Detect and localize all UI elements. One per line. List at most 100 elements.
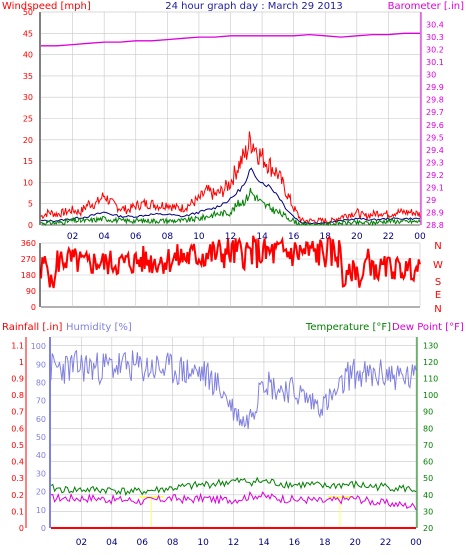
- rain-y-tick-labels: 0 0.1 0.2 0.3 0.4 0.5 0.6 0.7 0.8 0.9 1 1.1: [11, 341, 24, 533]
- baro-y-tick-labels: 28.8 28.9 29 29.1 29.2 29.3 29.4 29.5 29.6 29.7 29…: [426, 21, 444, 230]
- temp-y-tick-label: 100: [423, 391, 438, 400]
- baro-y-tick-label: 28.8: [426, 221, 444, 230]
- wind-series-barometer-line: [41, 32, 420, 47]
- wind-x-tick-label: 00: [414, 232, 426, 242]
- humidity-y-tick-label: 60: [36, 415, 46, 424]
- humidity-y-tick-labels: 0 10 20 30 40 50 60 70 80 90 100: [31, 342, 46, 533]
- bottom-x-tick-label: 00: [410, 538, 422, 548]
- bottom-x-tick-label: 08: [167, 538, 179, 548]
- baro-y-tick-label: 29.6: [426, 121, 444, 130]
- bottom-x-tick-label: 10: [197, 538, 209, 548]
- baro-y-tick-label: 28.9: [426, 208, 444, 217]
- wind-y-tick-label: 0: [28, 221, 33, 230]
- bottom-series: [50, 349, 417, 529]
- humidity-y-tick-label: 50: [36, 433, 46, 442]
- baro-y-tick-label: 29.2: [426, 171, 444, 180]
- dir-y-tick-label: 0: [31, 303, 36, 312]
- bottom-x-tick-label: 04: [106, 538, 118, 548]
- bottom-x-tick-labels: 02 04 06 08 10 12 14 16 18 20 22 00: [76, 538, 422, 548]
- wind-x-tick-label: 06: [130, 232, 142, 242]
- rain-y-tick-label: 0.4: [11, 458, 24, 467]
- wind-y-tick-label: 20: [23, 136, 33, 145]
- dir-y-tick-label: 180: [21, 271, 36, 280]
- humidity-y-tick-label: 30: [36, 469, 46, 478]
- bottom-series-humidity-line: [50, 349, 417, 429]
- bottom-x-tick-label: 06: [137, 538, 149, 548]
- baro-y-tick-label: 29: [426, 196, 436, 205]
- dir-compass-label: W: [433, 260, 443, 271]
- wind-x-tick-label: 10: [193, 232, 205, 242]
- wind-x-tick-label: 02: [67, 232, 78, 242]
- wind-x-tick-label: 20: [351, 232, 363, 242]
- baro-y-tick-label: 29.1: [426, 183, 444, 192]
- temp-y-tick-label: 20: [423, 524, 433, 533]
- wind-y-tick-labels: 0 5 10 15 20 25 30 35 40 45 50: [23, 8, 33, 230]
- wind-x-tick-label: 12: [225, 232, 236, 242]
- baro-y-tick-label: 29.4: [426, 146, 444, 155]
- rain-y-tick-label: 0.2: [11, 491, 24, 500]
- temp-y-tick-label: 80: [423, 424, 433, 433]
- temp-y-tick-label: 130: [423, 341, 438, 350]
- baro-y-tick-label: 30.3: [426, 33, 444, 42]
- rain-y-tick-label: 0: [19, 524, 24, 533]
- dir-series-line: [40, 235, 421, 289]
- temp-y-tick-label: 60: [423, 458, 433, 467]
- wind-y-tick-label: 5: [28, 200, 33, 209]
- baro-y-tick-label: 29.9: [426, 83, 444, 92]
- dir-y-tick-label: 360: [21, 239, 36, 248]
- bottom-x-tick-label: 02: [76, 538, 87, 548]
- wind-series: [40, 32, 421, 227]
- wind-x-tick-label: 22: [383, 232, 394, 242]
- rainfall-axis-label: Rainfall [.in]: [2, 322, 63, 333]
- dir-compass-label: E: [435, 290, 441, 301]
- bottom-x-tick-label: 12: [228, 538, 239, 548]
- baro-y-tick-label: 30.1: [426, 58, 444, 67]
- wind-y-tick-label: 35: [23, 72, 33, 81]
- dir-series: [40, 235, 421, 289]
- wind-y-tick-label: 30: [23, 93, 33, 102]
- humidity-y-tick-label: 90: [36, 360, 46, 369]
- rain-y-tick-label: 0.6: [11, 424, 24, 433]
- temp-y-tick-label: 50: [423, 474, 433, 483]
- temp-y-tick-label: 40: [423, 491, 433, 500]
- temp-y-tick-label: 120: [423, 358, 438, 367]
- wind-x-tick-label: 04: [98, 232, 110, 242]
- wind-x-tick-label: 14: [256, 232, 268, 242]
- dir-compass-label: N: [434, 241, 441, 252]
- baro-y-tick-label: 29.3: [426, 158, 444, 167]
- humidity-y-tick-label: 10: [36, 506, 46, 515]
- barometer-axis-label: Barometer [.in]: [388, 1, 464, 12]
- temp-y-tick-label: 110: [423, 375, 438, 384]
- baro-y-tick-label: 29.7: [426, 108, 444, 117]
- dir-compass-label: S: [435, 277, 441, 288]
- bottom-series-dew_point-line: [50, 491, 417, 511]
- humidity-axis-label: Humidity [%]: [66, 322, 132, 333]
- dir-y-tick-label: 270: [21, 255, 36, 264]
- humidity-y-tick-label: 20: [36, 488, 46, 497]
- bottom-x-tick-label: 20: [349, 538, 361, 548]
- humidity-y-tick-label: 80: [36, 378, 46, 387]
- wind-y-tick-label: 45: [23, 29, 33, 38]
- wind-y-tick-label: 50: [23, 8, 33, 17]
- temperature-axis-label: Temperature [°F]: [305, 322, 391, 333]
- wind-x-tick-label: 18: [320, 232, 332, 242]
- dir-y-tick-label: 90: [26, 287, 36, 296]
- bottom-series-temperature-line: [50, 476, 417, 496]
- wind-y-tick-label: 40: [23, 51, 33, 60]
- rain-y-tick-label: 0.9: [11, 375, 24, 384]
- humidity-y-tick-label: 0: [41, 524, 46, 533]
- humidity-y-tick-label: 40: [36, 451, 46, 460]
- wind-y-tick-label: 15: [23, 157, 33, 166]
- rain-y-tick-label: 0.8: [11, 391, 24, 400]
- wind-series-average-line: [40, 167, 421, 225]
- bottom-x-tick-label: 18: [319, 538, 331, 548]
- temp-y-tick-labels: 20 30 40 50 60 70 80 90 100 110 120 130: [423, 341, 438, 533]
- wind-x-tick-labels: 02 04 06 08 10 12 14 16 18 20 22 00: [67, 232, 426, 242]
- wind-series-gust-line: [40, 131, 421, 225]
- rain-y-tick-label: 0.5: [11, 441, 24, 450]
- humidity-y-tick-label: 100: [31, 342, 46, 351]
